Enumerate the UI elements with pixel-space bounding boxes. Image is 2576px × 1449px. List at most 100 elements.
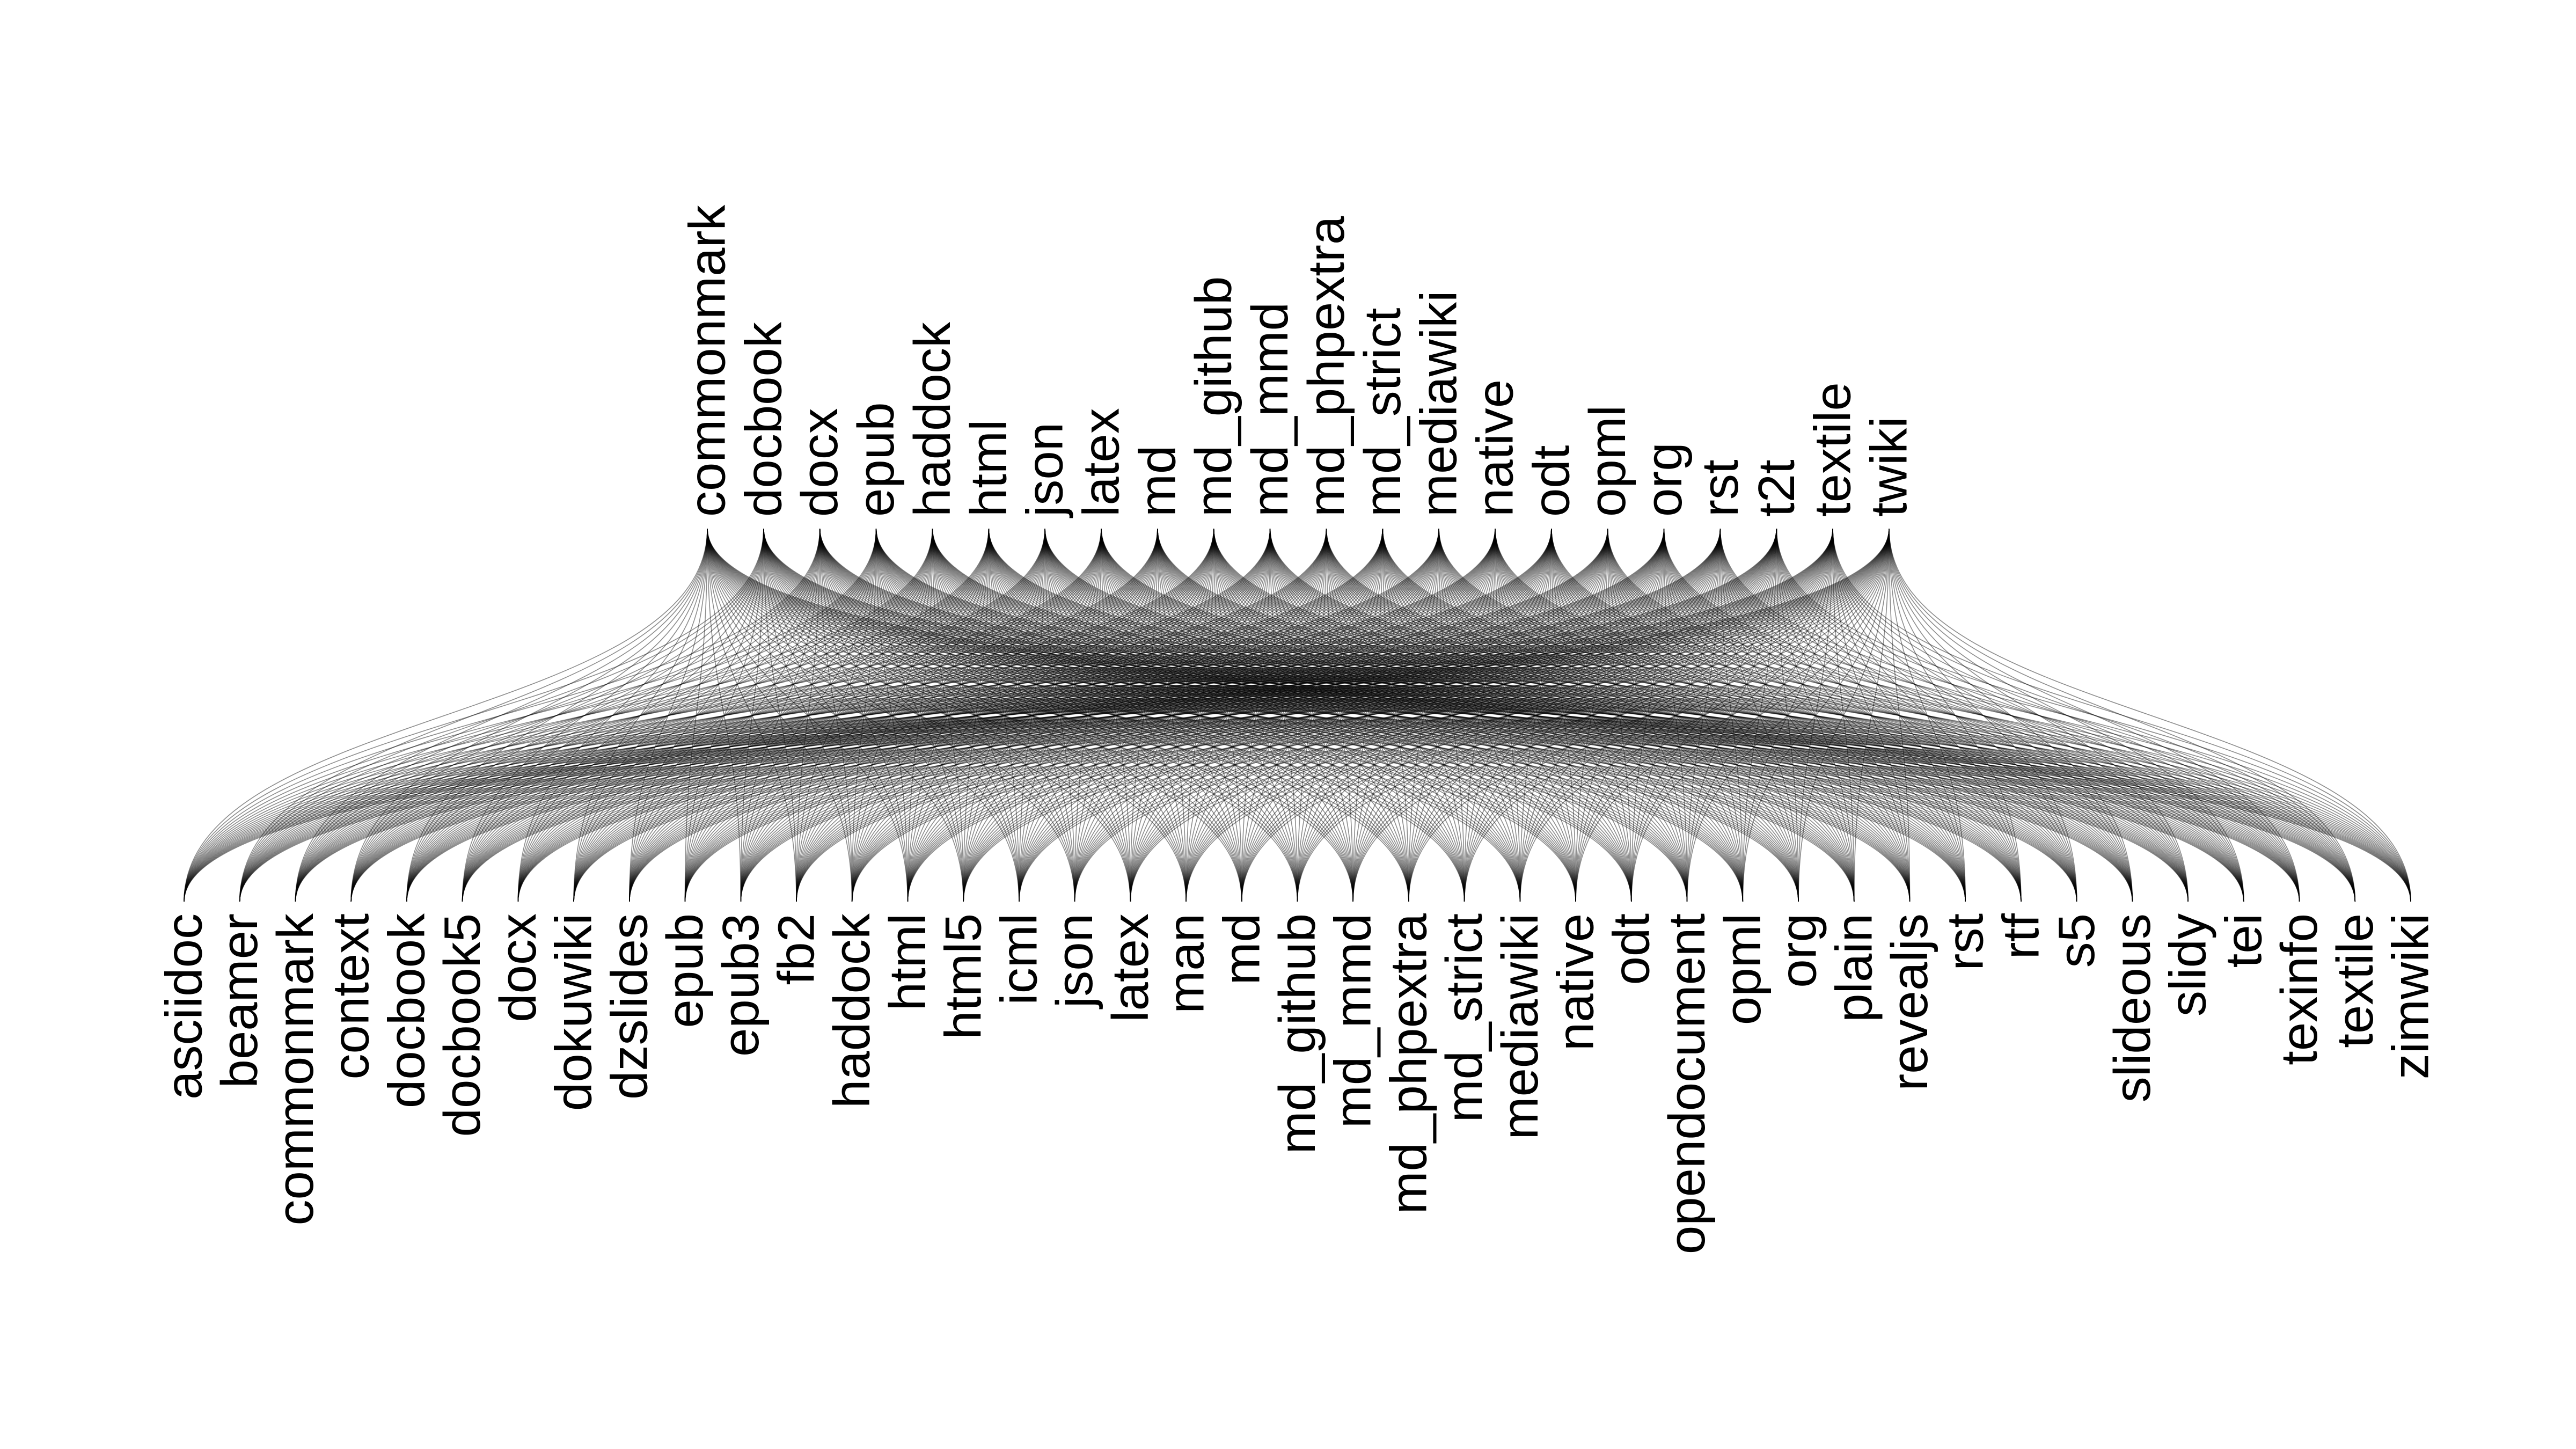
- edge-org-to-haddock: [851, 528, 1665, 902]
- edge-twiki-to-beamer: [239, 528, 1890, 902]
- edge-md_github-to-icml: [1019, 528, 1214, 902]
- edge-docx-to-mediawiki: [819, 528, 1521, 902]
- edge-md-to-epub3: [740, 528, 1158, 902]
- edge-docx-to-epub3: [740, 528, 821, 902]
- bottom-node-label-odt: odt: [1602, 913, 1660, 985]
- edge-md_phpextra-to-textile: [1326, 528, 2356, 902]
- edge-twiki-to-html: [907, 528, 1890, 902]
- edge-docbook-to-icml: [763, 528, 1020, 902]
- edge-twiki-to-dokuwiki: [573, 528, 1890, 902]
- edge-md_strict-to-docbook: [406, 528, 1384, 902]
- edge-t2t-to-man: [1185, 528, 1777, 902]
- edge-html-to-md_phpextra: [988, 528, 1409, 902]
- edge-haddock-to-s5: [932, 528, 2077, 902]
- edge-commonmark-to-commonmark: [295, 528, 708, 902]
- edge-epub-to-haddock: [851, 528, 877, 902]
- edge-mediawiki-to-context: [350, 528, 1439, 902]
- edge-t2t-to-org: [1776, 528, 1799, 902]
- edge-t2t-to-epub3: [740, 528, 1777, 902]
- edge-rst-to-docx: [517, 528, 1721, 902]
- edge-md_mmd-to-revealjs: [1269, 528, 1911, 902]
- edge-haddock-to-org: [932, 528, 1799, 902]
- edge-mediawiki-to-native: [1438, 528, 1576, 902]
- edge-t2t-to-opendocument: [1686, 528, 1777, 902]
- edge-rst-to-md_github: [1297, 528, 1721, 902]
- edge-html-to-docx: [517, 528, 990, 902]
- edge-html-to-docbook5: [462, 528, 990, 902]
- edge-haddock-to-dzslides: [629, 528, 933, 902]
- edge-commonmark-to-man: [707, 528, 1187, 902]
- edge-mediawiki-to-docbook: [406, 528, 1439, 902]
- edge-md-to-json: [1074, 528, 1158, 902]
- edge-md_phpextra-to-docbook5: [462, 528, 1327, 902]
- edge-mediawiki-to-commonmark: [295, 528, 1439, 902]
- edge-md_strict-to-texinfo: [1382, 528, 2300, 902]
- edge-commonmark-to-json: [707, 528, 1075, 902]
- edge-commonmark-to-mediawiki: [707, 528, 1521, 902]
- edge-commonmark-to-asciidoc: [184, 528, 708, 902]
- edge-twiki-to-s5: [1889, 528, 2077, 902]
- edge-md_strict-to-docx: [517, 528, 1384, 902]
- edge-mediawiki-to-dokuwiki: [573, 528, 1439, 902]
- edge-commonmark-to-opendocument: [707, 528, 1688, 902]
- edge-md-to-dokuwiki: [573, 528, 1158, 902]
- edge-md_phpextra-to-context: [350, 528, 1327, 902]
- edge-md_strict-to-zimwiki: [1382, 528, 2411, 902]
- edge-json-to-epub: [684, 528, 1045, 902]
- edge-commonmark-to-rtf: [707, 528, 2022, 902]
- edge-docx-to-rtf: [819, 528, 2022, 902]
- edge-native-to-odt: [1495, 528, 1632, 902]
- top-node-label-docbook: docbook: [735, 321, 792, 517]
- edge-opml-to-rst: [1607, 528, 1966, 902]
- top-node-label-epub: epub: [847, 402, 905, 517]
- edge-odt-to-man: [1185, 528, 1552, 902]
- bottom-node-label-opendocument: opendocument: [1658, 913, 1716, 1254]
- edge-docx-to-json: [819, 528, 1075, 902]
- edge-docx-to-context: [350, 528, 821, 902]
- edge-md_phpextra-to-revealjs: [1326, 528, 1911, 902]
- edge-md_strict-to-org: [1382, 528, 1799, 902]
- edge-md_phpextra-to-docbook: [406, 528, 1327, 902]
- edge-opml-to-dzslides: [629, 528, 1608, 902]
- edge-native-to-icml: [1019, 528, 1496, 902]
- edge-twiki-to-dzslides: [629, 528, 1890, 902]
- edge-html-to-fb2: [796, 528, 990, 902]
- edge-docbook-to-tei: [763, 528, 2244, 902]
- edge-opml-to-texinfo: [1607, 528, 2300, 902]
- edge-org-to-rst: [1663, 528, 1966, 902]
- edge-mediawiki-to-epub: [684, 528, 1439, 902]
- edge-native-to-rtf: [1495, 528, 2022, 902]
- edge-md_strict-to-md_strict: [1382, 528, 1465, 902]
- edge-md_strict-to-mediawiki: [1382, 528, 1521, 902]
- edge-rst-to-opml: [1719, 528, 1744, 902]
- edge-md_mmd-to-slidy: [1269, 528, 2189, 902]
- edge-epub-to-html5: [875, 528, 964, 902]
- edge-md-to-zimwiki: [1157, 528, 2411, 902]
- edge-html-to-latex: [988, 528, 1131, 902]
- edge-md_strict-to-beamer: [239, 528, 1384, 902]
- edge-docx-to-s5: [819, 528, 2077, 902]
- edge-md_github-to-plain: [1213, 528, 1855, 902]
- edge-docx-to-plain: [819, 528, 1855, 902]
- edge-org-to-asciidoc: [184, 528, 1665, 902]
- edge-twiki-to-docx: [517, 528, 1890, 902]
- edge-odt-to-textile: [1551, 528, 2356, 902]
- edge-haddock-to-revealjs: [932, 528, 1911, 902]
- edge-mediawiki-to-fb2: [796, 528, 1439, 902]
- edge-epub-to-rtf: [875, 528, 2022, 902]
- edge-html-to-md_strict: [988, 528, 1465, 902]
- edge-org-to-latex: [1130, 528, 1665, 902]
- edge-org-to-docbook5: [462, 528, 1665, 902]
- bottom-node-label-rtf: rtf: [1992, 913, 2050, 960]
- edge-org-to-opml: [1663, 528, 1744, 902]
- edge-md_strict-to-textile: [1382, 528, 2356, 902]
- edge-json-to-fb2: [796, 528, 1045, 902]
- edge-odt-to-s5: [1551, 528, 2077, 902]
- edge-docx-to-md: [819, 528, 1242, 902]
- edge-html-to-native: [988, 528, 1576, 902]
- edge-rst-to-plain: [1719, 528, 1855, 902]
- edge-t2t-to-dokuwiki: [573, 528, 1777, 902]
- edge-t2t-to-rtf: [1776, 528, 2022, 902]
- edge-html-to-json: [988, 528, 1075, 902]
- edge-docbook-to-commonmark: [295, 528, 764, 902]
